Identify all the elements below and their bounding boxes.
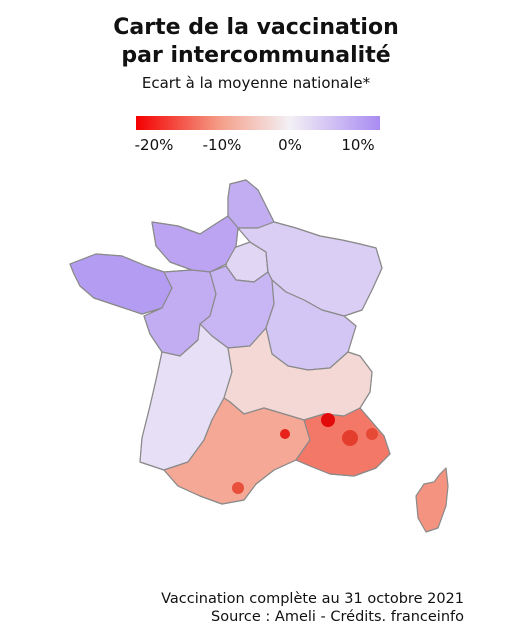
france-map bbox=[60, 176, 460, 536]
region-corse bbox=[415, 467, 449, 533]
footer-source: Source : Ameli - Crédits. franceinfo bbox=[211, 609, 464, 625]
title-line-2: par intercommunalité bbox=[121, 43, 391, 68]
map-svg bbox=[69, 179, 449, 533]
map-title: Carte de la vaccination par intercommuna… bbox=[0, 14, 512, 70]
legend-labels: -20% -10% 0% 10% bbox=[134, 136, 380, 156]
color-legend: -20% -10% 0% 10% bbox=[134, 116, 380, 156]
legend-color-bar bbox=[136, 116, 380, 130]
footer-date: Vaccination complète au 31 octobre 2021 bbox=[161, 591, 464, 607]
title-line-1: Carte de la vaccination bbox=[113, 15, 399, 40]
map-footer: Vaccination complète au 31 octobre 2021 … bbox=[161, 590, 464, 626]
legend-label-minus-20: -20% bbox=[134, 136, 174, 154]
legend-label-zero: 0% bbox=[278, 136, 302, 154]
hotspot-pyrenees bbox=[232, 482, 244, 494]
hotspot-var bbox=[342, 430, 358, 446]
hotspot-alpes-maritimes bbox=[366, 428, 378, 440]
map-subtitle: Ecart à la moyenne nationale* bbox=[141, 74, 371, 92]
hotspot-vaucluse bbox=[321, 413, 335, 427]
hotspot-gard bbox=[280, 429, 290, 439]
legend-label-10: 10% bbox=[341, 136, 375, 154]
legend-label-minus-10: -10% bbox=[202, 136, 242, 154]
